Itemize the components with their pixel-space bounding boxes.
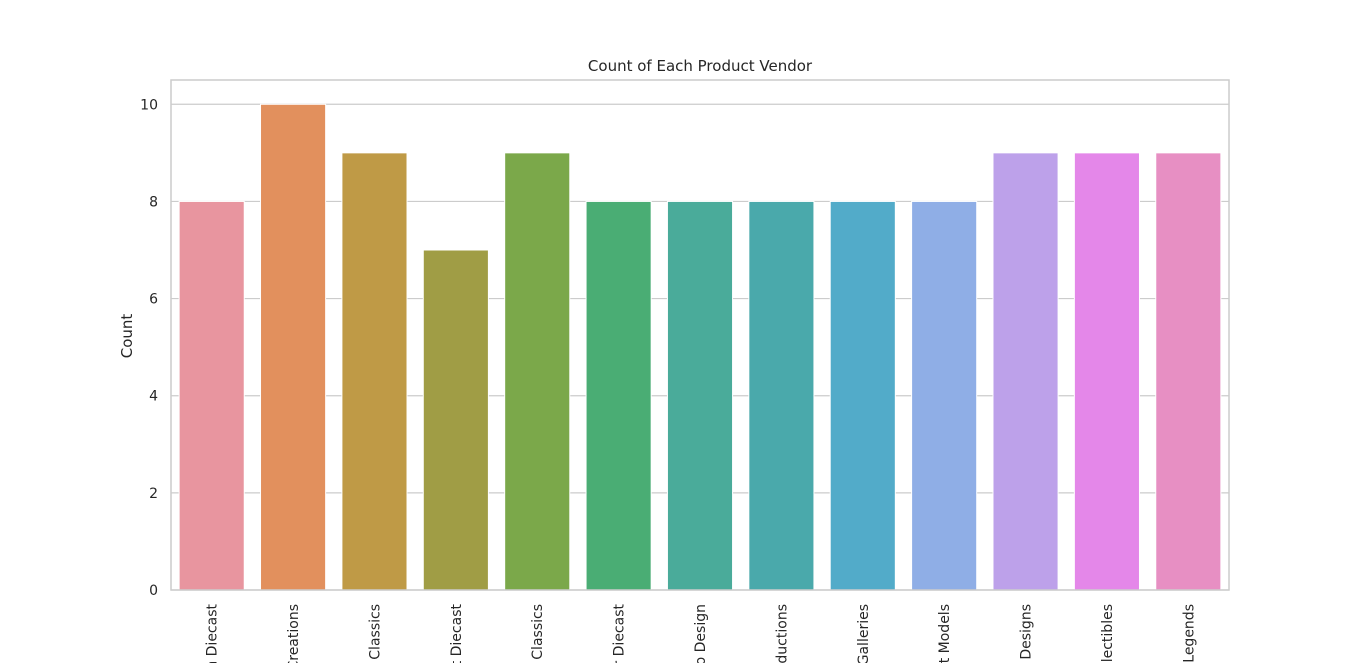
y-tick-label: 8 (149, 194, 158, 210)
bar (504, 152, 571, 591)
x-tick-label: Creations (286, 604, 302, 663)
x-tick-label: Legends (1181, 604, 1197, 663)
y-tick-label: 2 (149, 486, 158, 502)
y-tick-label: 10 (140, 97, 158, 113)
bar (666, 200, 734, 591)
y-tick-labels: 0 2 4 6 8 10 (140, 97, 158, 599)
bars (178, 103, 1222, 591)
x-tick-labels: n Diecast Creations Classics t Diecast Class… (205, 603, 1198, 663)
bar (422, 249, 489, 591)
x-tick-label: llectibles (1100, 604, 1116, 663)
bar (748, 200, 815, 591)
x-tick-label: Classics (367, 604, 383, 660)
x-tick-label: t Diecast (449, 604, 465, 663)
x-tick-label: ductions (774, 604, 790, 663)
bar (178, 200, 245, 591)
bar (260, 103, 327, 591)
y-tick-label: 4 (149, 389, 158, 405)
y-axis-label: Count (118, 314, 136, 359)
y-tick-label: 6 (149, 292, 158, 308)
bar (341, 152, 408, 591)
bar (911, 200, 978, 591)
x-tick-label: Designs (1019, 604, 1035, 660)
plot-frame (170, 79, 1230, 591)
y-tick-label: 0 (149, 583, 158, 599)
x-tick-label: o Design (693, 604, 709, 663)
bar (829, 200, 896, 591)
x-tick-label: n Diecast (205, 603, 221, 663)
x-tick-label: r Diecast (612, 604, 628, 663)
bar (1073, 152, 1140, 591)
chart-title: Count of Each Product Vendor (588, 57, 813, 75)
bar (1155, 152, 1222, 591)
x-tick-label: Galleries (856, 604, 872, 663)
x-tick-label: t Models (937, 604, 953, 663)
x-tick-label: Classics (530, 604, 546, 660)
bar (992, 152, 1059, 591)
bar (585, 200, 652, 591)
